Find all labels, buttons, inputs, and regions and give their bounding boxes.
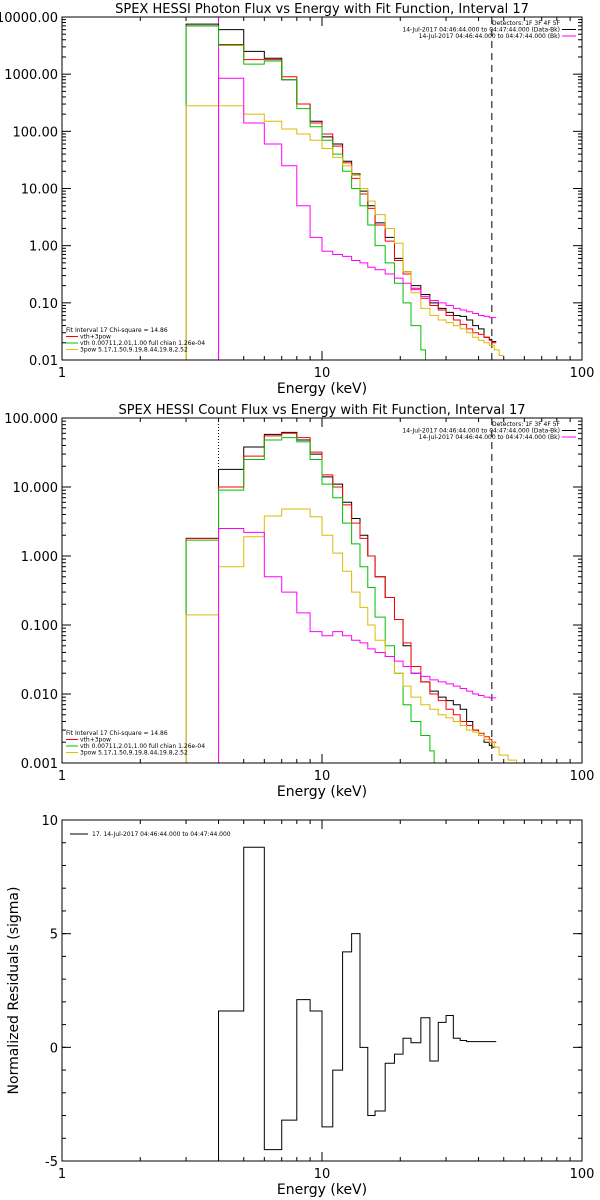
legend-left-entry: vth 0.00711,2.01,1.00 full chian 1.26e-0… — [80, 340, 205, 347]
legend-left-entry: Fit Interval 17 Chi-square = 14.86 — [66, 730, 168, 737]
legend-left-entry: vth 0.00711,2.01,1.00 full chian 1.26e-0… — [80, 743, 205, 750]
plot-frame — [61, 16, 583, 361]
series-line — [185, 437, 439, 763]
y-axis-label: Normalized Residuals (sigma) — [6, 887, 22, 1095]
x-tick-label: 100 — [570, 769, 595, 784]
legend-right-entry: Detectors: 1F 3F 4F 5F — [492, 421, 561, 428]
x-tick-label: 100 — [570, 366, 595, 381]
y-tick-label: 100.00 — [13, 125, 59, 140]
series-line — [185, 25, 430, 360]
x-axis-label: Energy (keV) — [277, 381, 367, 397]
chart-title: SPEX HESSI Photon Flux vs Energy with Fi… — [115, 2, 529, 17]
x-axis-label: Energy (keV) — [277, 1182, 367, 1198]
y-tick-label: 0.100 — [21, 619, 58, 634]
y-tick-label: -5 — [45, 1155, 58, 1170]
y-tick-label: 5 — [50, 928, 58, 943]
y-tick-label: 1000.00 — [4, 68, 58, 83]
y-tick-label: 0.010 — [21, 688, 58, 703]
x-tick-label: 1 — [58, 769, 66, 784]
x-tick-label: 10 — [314, 769, 331, 784]
y-tick-label: 0.10 — [29, 297, 58, 312]
legend-right-entry: 14-Jul-2017 04:46:44.000 to 04:47:44.000… — [402, 27, 560, 34]
legend-left-entry: 3pow 5.17,1.50,9.19,8.44,19.8,2.52 — [80, 347, 188, 354]
series-line — [185, 432, 497, 763]
legend-left-entry: vth+3pow — [80, 334, 111, 341]
y-tick-label: 1.000 — [21, 550, 58, 565]
series-line — [218, 846, 497, 1161]
x-tick-label: 10 — [314, 366, 331, 381]
x-axis-label: Energy (keV) — [277, 784, 367, 800]
series-line — [218, 528, 497, 763]
series-line — [185, 431, 497, 763]
legend-right-entry: 14-Jul-2017 04:46:44.000 to 04:47:44.000… — [402, 428, 560, 435]
y-tick-label: 100.000 — [4, 412, 58, 427]
series-line — [185, 23, 497, 360]
series-line — [185, 25, 497, 360]
y-tick-label: 0.01 — [29, 354, 58, 369]
y-tick-label: 10000.00 — [0, 11, 58, 26]
series-line — [185, 508, 529, 763]
legend-left-entry: 3pow 5.17,1.50,9.19,8.44,19.8,2.52 — [80, 750, 188, 757]
legend-entry: 17. 14-Jul-2017 04:46:44.000 to 04:47:44… — [92, 831, 231, 838]
legend-left-entry: Fit Interval 17 Chi-square = 14.86 — [66, 327, 168, 334]
y-tick-label: 0.001 — [21, 757, 58, 772]
legend-right-entry: 14-Jul-2017 04:46:44.000 to 04:47:44.000… — [419, 33, 560, 40]
y-tick-label: 10.000 — [13, 481, 59, 496]
y-tick-label: 1.00 — [29, 240, 58, 255]
plot-frame — [61, 417, 583, 764]
series-line — [218, 77, 497, 360]
chart-title: SPEX HESSI Count Flux vs Energy with Fit… — [118, 403, 525, 418]
legend-right-entry: 14-Jul-2017 04:46:44.000 to 04:47:44.000… — [419, 434, 560, 441]
x-tick-label: 1 — [58, 366, 66, 381]
legend-left-entry: vth+3pow — [80, 737, 111, 744]
y-tick-label: 10 — [41, 814, 58, 829]
x-tick-label: 100 — [570, 1167, 595, 1182]
y-tick-label: 10.00 — [21, 183, 58, 198]
x-tick-label: 10 — [314, 1167, 331, 1182]
y-tick-label: 0 — [50, 1041, 58, 1056]
x-tick-label: 1 — [58, 1167, 66, 1182]
series-line — [185, 105, 504, 360]
legend-right-entry: Detectors: 1F 3F 4F 5F — [492, 20, 561, 27]
plot-frame — [61, 819, 583, 1162]
